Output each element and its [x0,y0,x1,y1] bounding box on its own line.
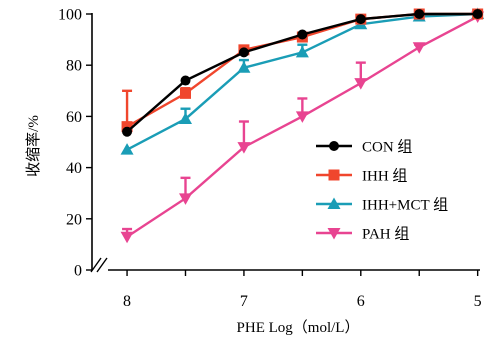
data-point [180,75,191,86]
legend-label: IHH 组 [362,168,407,185]
data-point [295,111,309,123]
data-point [472,9,483,19]
y-ticks: 0 20 40 60 80 100 [58,7,92,280]
x-tick-label: 7 [240,293,248,310]
data-point [122,126,133,137]
y-tick-label: 20 [66,211,82,228]
x-ticks: 8 7 6 5 [123,270,482,310]
y-tick-label: 80 [66,58,82,75]
x-axis-title: PHE Log（mol/L） [237,319,360,336]
data-point [179,87,191,99]
data-point [237,61,251,73]
data-point [412,42,426,54]
legend-marker [328,169,340,181]
y-tick-label: 0 [74,263,82,280]
data-point [178,193,192,205]
axes: 0 20 40 60 80 100 8 7 6 5 [58,7,482,311]
y-tick-label: 40 [66,160,82,177]
legend-label: CON 组 [362,139,412,156]
y-tick-label: 100 [58,7,82,24]
data-point [121,121,133,133]
data-point [237,142,251,154]
data-point [120,143,134,155]
series-3 [120,11,485,244]
series-0 [122,9,483,137]
axis-break-mark [90,257,108,273]
data-point [238,47,249,58]
data-point [295,45,309,58]
data-point [355,14,366,25]
x-tick-label: 5 [474,293,482,310]
legend: CON 组 IHH 组 IHH+MCT 组 PAH 组 [316,139,448,243]
plot-area [120,7,485,244]
legend-marker [327,197,341,209]
data-point [178,112,192,124]
x-tick-label: 8 [123,293,131,310]
data-point [297,29,308,40]
y-axis-title: 收缩率/% [25,115,42,177]
legend-marker [329,141,339,151]
legend-label: IHH+MCT 组 [362,197,448,214]
x-tick-label: 6 [357,293,365,310]
axis-break-slash [90,257,102,273]
data-point [414,9,425,19]
y-tick-label: 60 [66,109,82,126]
legend-marker [327,228,341,240]
data-point [354,78,368,90]
legend-label: PAH 组 [362,226,409,243]
axis-break-slash [96,257,108,273]
data-point [120,231,134,244]
